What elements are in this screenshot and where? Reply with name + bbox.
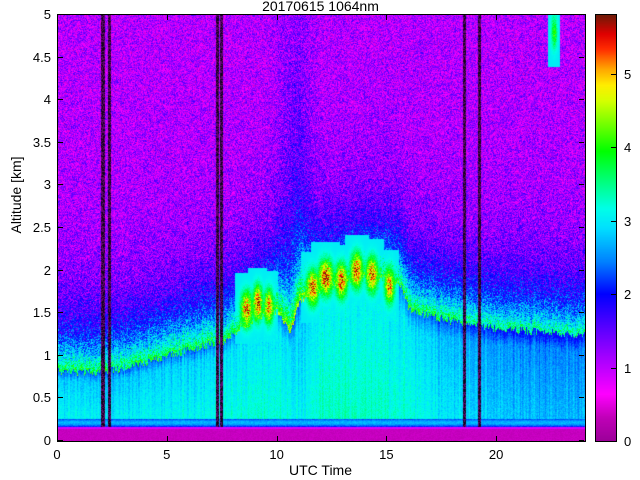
backscatter-heatmap xyxy=(58,15,585,441)
x-tick-label: 15 xyxy=(379,447,394,462)
x-tick-mark-top xyxy=(166,15,168,20)
colorbar-tick-label: 3 xyxy=(624,213,632,229)
colorbar-gradient xyxy=(596,15,616,441)
x-tick-mark xyxy=(386,436,388,441)
y-tick-label: 3 xyxy=(43,177,51,193)
y-tick-mark xyxy=(58,14,63,15)
y-tick-mark-right xyxy=(579,14,584,15)
y-tick-label: 2.5 xyxy=(32,220,51,235)
colorbar-tick-label: 1 xyxy=(624,360,632,376)
colorbar-tick-mark xyxy=(611,441,616,442)
colorbar-tick-label: 4 xyxy=(624,140,632,156)
y-tick-mark xyxy=(58,56,63,58)
y-tick-mark xyxy=(58,99,63,101)
y-tick-label: 1.5 xyxy=(32,305,51,321)
colorbar-tick-label: 0 xyxy=(624,434,632,449)
colorbar-tick-mark xyxy=(611,147,616,149)
y-tick-label: 0 xyxy=(43,433,51,448)
colorbar-tick-mark xyxy=(611,294,616,296)
x-tick-mark xyxy=(276,436,278,441)
colorbar-tick-label: 5 xyxy=(624,66,632,82)
y-tick-mark xyxy=(58,227,63,228)
y-tick-mark-right xyxy=(579,141,584,143)
y-tick-label: 0.5 xyxy=(32,390,51,406)
colorbar-tick-label: 2 xyxy=(624,287,632,303)
y-tick-mark xyxy=(58,397,63,399)
y-tick-mark-right xyxy=(579,99,584,101)
x-tick-label: 10 xyxy=(269,447,284,462)
y-tick-mark xyxy=(58,312,63,314)
y-tick-label: 2 xyxy=(43,262,51,278)
y-tick-mark-right xyxy=(579,227,584,228)
y-tick-mark-right xyxy=(579,312,584,314)
y-tick-label: 3.5 xyxy=(32,134,51,150)
colorbar-tick-mark xyxy=(611,367,616,369)
colorbar: 0 1 2 3 4 5 xyxy=(595,14,631,448)
y-tick-mark-right xyxy=(579,184,584,186)
y-tick-mark xyxy=(58,184,63,186)
y-tick-label: 4 xyxy=(43,92,51,108)
x-tick-mark-top xyxy=(276,15,278,20)
colorbar-tick-mark xyxy=(611,73,616,75)
x-tick-mark xyxy=(57,436,58,441)
page-title: 20170615 1064nm xyxy=(262,0,379,14)
y-axis-label: Altitude [km] xyxy=(8,156,24,234)
x-tick-mark xyxy=(166,436,168,441)
y-tick-label: 4.5 xyxy=(32,49,51,65)
y-tick-mark xyxy=(58,269,63,271)
y-tick-label: 1 xyxy=(43,347,51,363)
y-tick-mark-right xyxy=(579,269,584,271)
x-tick-mark-top xyxy=(386,15,388,20)
x-tick-mark-top xyxy=(496,15,498,20)
y-tick-mark-right xyxy=(579,397,584,399)
y-tick-mark xyxy=(58,141,63,143)
y-tick-mark xyxy=(58,440,63,441)
y-tick-mark-right xyxy=(579,56,584,58)
x-tick-label: 0 xyxy=(53,447,61,462)
y-tick-mark-right xyxy=(579,440,584,441)
colorbar-tick-mark xyxy=(611,220,616,222)
y-tick-mark-right xyxy=(579,354,584,356)
x-axis-label: UTC Time xyxy=(289,462,352,478)
x-tick-mark-top xyxy=(57,15,58,20)
plot-axes xyxy=(57,14,586,442)
y-tick-mark xyxy=(58,354,63,356)
x-tick-label: 20 xyxy=(488,447,504,462)
y-tick-label: 5 xyxy=(43,7,51,22)
x-tick-mark xyxy=(496,436,498,441)
x-tick-label: 5 xyxy=(163,447,171,462)
